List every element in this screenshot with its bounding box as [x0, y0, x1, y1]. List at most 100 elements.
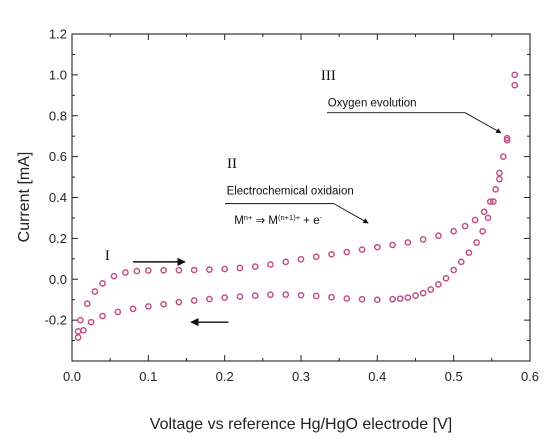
- data-point: [297, 291, 305, 299]
- equation-charge-left: n+: [244, 213, 253, 222]
- data-point: [221, 294, 229, 301]
- tick-labels: 0.0 0.1 0.2 0.3 0.4 0.5 0.6 -0.2 0.0 0.2 0.4 0.6 0.8…: [45, 27, 539, 385]
- data-point: [110, 272, 118, 280]
- equation-charge-right: (n+1)+: [278, 213, 301, 222]
- data-point: [461, 222, 469, 230]
- data-point: [503, 136, 511, 144]
- data-point: [77, 316, 84, 324]
- data-point: [236, 293, 244, 300]
- annotation-arrows: [133, 112, 502, 327]
- x-tick-label: 0.2: [216, 369, 234, 384]
- data-point: [129, 305, 137, 313]
- data-point: [160, 266, 167, 274]
- oxidation-label: Electrochemical oxidaion: [227, 185, 354, 197]
- data-point: [91, 288, 99, 295]
- y-tick-label: 0.8: [49, 108, 67, 123]
- data-point: [175, 298, 183, 306]
- data-point: [251, 263, 259, 270]
- equation-metal: M: [234, 215, 244, 227]
- data-point: [404, 294, 412, 301]
- oxygen-pointer: [464, 112, 502, 134]
- oxidation-pointer: [333, 203, 369, 224]
- data-point: [435, 281, 442, 288]
- y-axis-title: Current [mA]: [16, 152, 33, 243]
- data-point: [267, 291, 274, 299]
- region-label-3: III: [321, 68, 336, 84]
- data-point: [427, 286, 435, 293]
- data-point: [492, 185, 499, 193]
- data-point: [74, 334, 82, 341]
- data-point: [87, 318, 95, 326]
- data-point: [282, 291, 290, 298]
- data-point: [396, 295, 404, 303]
- data-point: [473, 239, 480, 246]
- reaction-equation: Mn+ ⇒ M(n+1)+ + e-: [234, 213, 322, 228]
- data-point: [144, 267, 152, 274]
- data-point: [190, 266, 198, 274]
- y-tick-label: 1.0: [49, 67, 67, 82]
- oxygen-evolution-label: Oxygen evolution: [328, 98, 417, 110]
- equation-arrow: ⇒: [252, 215, 268, 227]
- data-point: [343, 295, 351, 302]
- axis-ticks: [71, 33, 531, 362]
- data-point: [511, 71, 519, 79]
- data-point: [450, 266, 458, 274]
- plot-frame: [71, 33, 531, 362]
- data-point: [496, 175, 503, 183]
- x-tick-label: 0.1: [139, 369, 157, 384]
- data-point: [80, 326, 87, 334]
- data-points: [74, 71, 519, 341]
- data-point: [282, 258, 290, 266]
- y-tick-label: 0.6: [49, 149, 67, 164]
- data-point: [412, 292, 419, 299]
- data-point: [486, 198, 494, 205]
- x-tick-label: 0.3: [292, 369, 310, 384]
- data-point: [312, 292, 320, 300]
- x-tick-label: 0.5: [445, 369, 463, 384]
- x-axis-title: Voltage vs reference Hg/HgO electrode [V…: [150, 416, 452, 433]
- data-point: [358, 246, 366, 253]
- data-point: [358, 295, 366, 303]
- data-point: [435, 232, 442, 240]
- data-point: [389, 295, 396, 303]
- data-point: [450, 227, 458, 235]
- data-point: [74, 328, 82, 335]
- data-point: [442, 274, 450, 282]
- data-point: [457, 258, 465, 266]
- y-tick-label: 0.0: [49, 272, 67, 287]
- data-point: [389, 241, 396, 249]
- data-point: [175, 266, 183, 274]
- data-point: [99, 312, 106, 320]
- data-point: [373, 243, 381, 251]
- y-tick-label: 1.2: [49, 27, 67, 42]
- data-point: [404, 239, 412, 246]
- data-point: [267, 261, 274, 268]
- y-tick-label: 0.4: [49, 190, 67, 205]
- equation-metal-right: M: [268, 215, 278, 227]
- data-point: [343, 248, 351, 256]
- data-point: [484, 214, 492, 222]
- data-point: [160, 300, 167, 308]
- data-point: [297, 255, 305, 263]
- data-point: [496, 169, 503, 177]
- data-point: [419, 236, 427, 243]
- data-point: [328, 250, 335, 258]
- region-label-2: II: [227, 156, 237, 172]
- equation-electron-charge: -: [320, 213, 323, 222]
- data-point: [206, 266, 213, 273]
- data-point: [190, 297, 198, 304]
- x-tick-label: 0.4: [368, 369, 386, 384]
- data-point: [99, 279, 106, 287]
- data-point: [122, 269, 129, 276]
- data-point: [83, 300, 91, 308]
- region-label-1: I: [105, 248, 110, 264]
- x-tick-label: 0.6: [521, 369, 539, 384]
- data-point: [511, 81, 519, 89]
- data-point: [236, 264, 244, 272]
- data-point: [480, 208, 488, 216]
- data-point: [471, 216, 479, 224]
- y-tick-label: -0.2: [45, 313, 67, 328]
- data-point: [251, 292, 259, 299]
- data-point: [312, 253, 320, 261]
